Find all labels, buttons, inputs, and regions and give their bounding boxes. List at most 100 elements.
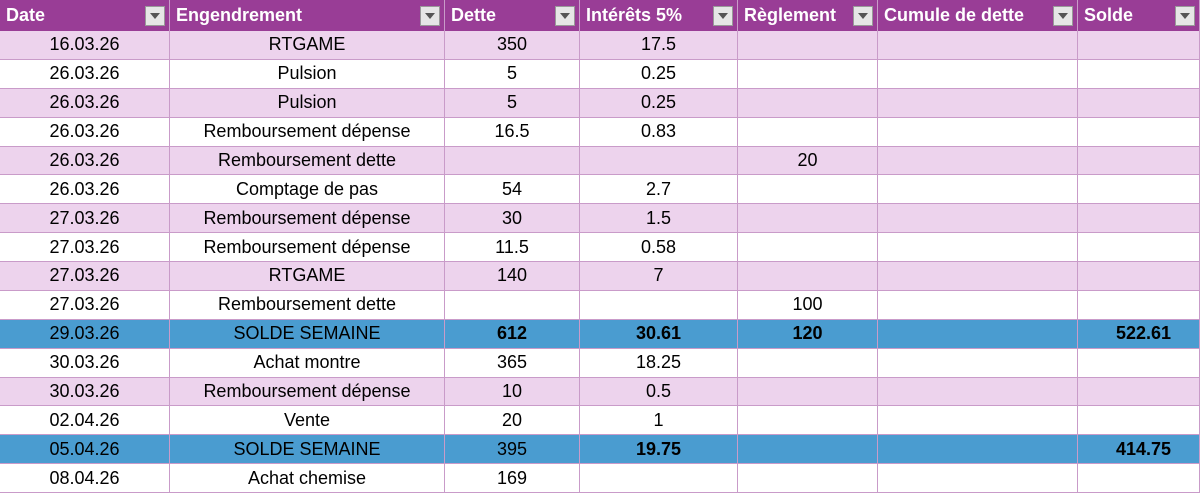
table-cell: 169 xyxy=(445,464,580,493)
table-cell xyxy=(1078,59,1200,89)
table-cell xyxy=(738,59,878,89)
table-cell xyxy=(738,117,878,147)
table-cell xyxy=(878,175,1078,205)
header-cell: Règlement xyxy=(738,0,878,31)
table-cell: RTGAME xyxy=(170,31,445,60)
table-cell: 0.25 xyxy=(580,88,738,118)
table-cell: 26.03.26 xyxy=(0,117,170,147)
table-cell xyxy=(1078,233,1200,262)
table-cell: 414.75 xyxy=(1078,435,1200,465)
table-cell: Pulsion xyxy=(170,59,445,89)
header-text: Dette xyxy=(451,5,497,25)
table-cell xyxy=(738,435,878,465)
table-cell: Remboursement dépense xyxy=(170,204,445,234)
table-cell: 0.25 xyxy=(580,59,738,89)
table-cell: 18.25 xyxy=(580,348,738,378)
table-cell: 30.03.26 xyxy=(0,348,170,378)
table-cell: Remboursement dépense xyxy=(170,233,445,262)
table-cell: 29.03.26 xyxy=(0,319,170,349)
table-cell xyxy=(1078,262,1200,291)
header-cell: Date xyxy=(0,0,170,31)
table-cell xyxy=(878,117,1078,147)
table-cell: 0.83 xyxy=(580,117,738,147)
header-cell: Solde xyxy=(1078,0,1200,31)
table-cell: 7 xyxy=(580,262,738,291)
table-cell: 2.7 xyxy=(580,175,738,205)
table-cell: 350 xyxy=(445,31,580,60)
table-cell: 17.5 xyxy=(580,31,738,60)
table-cell: 365 xyxy=(445,348,580,378)
table-cell xyxy=(580,290,738,320)
filter-arrow xyxy=(425,12,435,19)
table-row: 16.03.26 RTGAME 350 17.5 xyxy=(0,31,1200,60)
table-cell xyxy=(878,146,1078,176)
filter-arrow xyxy=(1180,12,1190,19)
filter-button[interactable] xyxy=(420,5,440,26)
table-cell: 522.61 xyxy=(1078,319,1200,349)
header-text: Intérêts 5% xyxy=(586,5,683,25)
table-cell: 27.03.26 xyxy=(0,204,170,234)
table-cell: 395 xyxy=(445,435,580,465)
table-cell xyxy=(580,464,738,493)
table-cell: 5 xyxy=(445,88,580,118)
table-cell: 30.03.26 xyxy=(0,377,170,407)
filter-button[interactable] xyxy=(555,5,575,26)
table-cell: 11.5 xyxy=(445,233,580,262)
table-cell xyxy=(878,233,1078,262)
table-cell: 27.03.26 xyxy=(0,233,170,262)
table-cell xyxy=(878,435,1078,465)
table-cell xyxy=(738,31,878,60)
table-cell xyxy=(1078,290,1200,320)
table-cell: 1 xyxy=(580,406,738,436)
table-row: 02.04.26 Vente 20 1 xyxy=(0,406,1200,436)
table-cell xyxy=(738,464,878,493)
table-row: 26.03.26 Pulsion 5 0.25 xyxy=(0,59,1200,89)
table-cell: Remboursement dette xyxy=(170,290,445,320)
table-cell xyxy=(738,348,878,378)
table-row: 26.03.26 Pulsion 5 0.25 xyxy=(0,88,1200,118)
table-cell: 27.03.26 xyxy=(0,262,170,291)
filter-arrow xyxy=(560,12,570,19)
filter-button[interactable] xyxy=(145,5,165,26)
table-row: 30.03.26 Achat montre 365 18.25 xyxy=(0,348,1200,378)
table-row: 26.03.26 Remboursement dette 20 xyxy=(0,146,1200,176)
table-cell xyxy=(878,31,1078,60)
table-cell xyxy=(445,146,580,176)
filter-button[interactable] xyxy=(853,5,873,26)
table-cell: Comptage de pas xyxy=(170,175,445,205)
table-cell xyxy=(878,406,1078,436)
table-cell xyxy=(1078,377,1200,407)
table-cell xyxy=(878,464,1078,493)
table-cell: Remboursement dette xyxy=(170,146,445,176)
header-text: Engendrement xyxy=(176,5,303,25)
filter-button[interactable] xyxy=(1175,5,1195,26)
filter-button[interactable] xyxy=(1053,5,1073,26)
table-cell xyxy=(878,319,1078,349)
header-text: Cumule de dette xyxy=(884,5,1025,25)
table-cell: 16.5 xyxy=(445,117,580,147)
table-cell: Remboursement dépense xyxy=(170,377,445,407)
table-cell: Achat montre xyxy=(170,348,445,378)
table-cell: Achat chemise xyxy=(170,464,445,493)
table-cell xyxy=(1078,406,1200,436)
table-cell: 26.03.26 xyxy=(0,175,170,205)
header-text: Solde xyxy=(1084,5,1134,25)
table-cell: 140 xyxy=(445,262,580,291)
table-cell xyxy=(1078,348,1200,378)
table-cell: 1.5 xyxy=(580,204,738,234)
table-cell xyxy=(580,146,738,176)
filter-button[interactable] xyxy=(713,5,733,26)
table-cell: 26.03.26 xyxy=(0,88,170,118)
table-cell xyxy=(738,406,878,436)
table-cell xyxy=(1078,31,1200,60)
filter-arrow xyxy=(718,12,728,19)
table-cell xyxy=(1078,117,1200,147)
table-cell xyxy=(445,290,580,320)
table-cell xyxy=(878,204,1078,234)
table-cell xyxy=(738,262,878,291)
header-cell: Intérêts 5% xyxy=(580,0,738,31)
table-cell xyxy=(1078,175,1200,205)
table-cell: Remboursement dépense xyxy=(170,117,445,147)
table-row: 29.03.26 SOLDE SEMAINE 612 30.61 120 522.61 xyxy=(0,319,1200,349)
